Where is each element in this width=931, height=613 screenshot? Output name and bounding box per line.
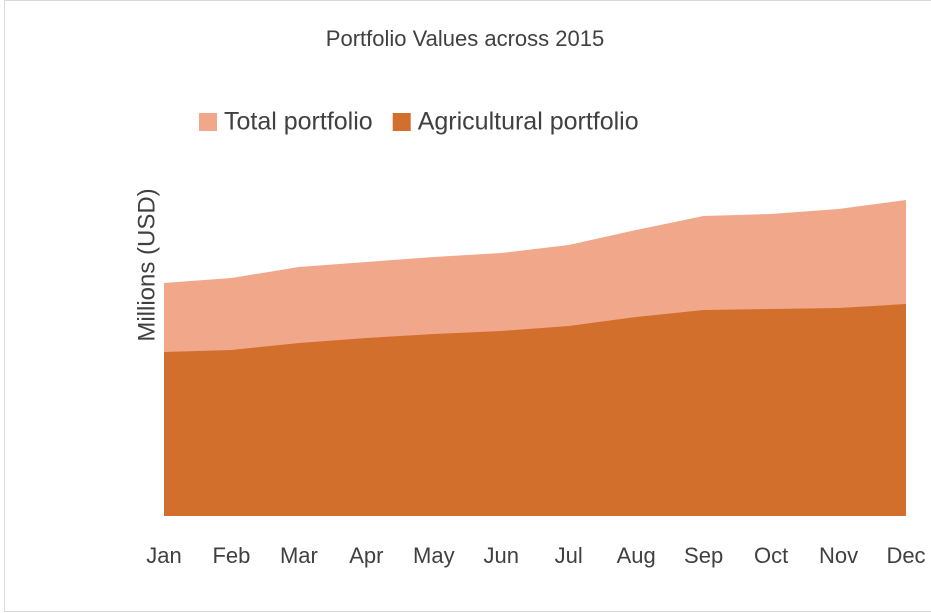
y-axis-label: Millions (USD) [133, 188, 160, 341]
legend-swatch [392, 113, 411, 131]
x-tick-label: Feb [212, 543, 250, 568]
x-tick-label: Jun [484, 543, 519, 568]
chart-title: Portfolio Values across 2015 [326, 26, 604, 51]
x-tick-label: Mar [280, 543, 318, 568]
x-tick-label: Jan [146, 543, 181, 568]
x-tick-label: Dec [886, 543, 925, 568]
x-tick-label: Nov [819, 543, 858, 568]
x-tick-label: Jul [555, 543, 583, 568]
x-tick-label: Aug [617, 543, 656, 568]
legend-label: Total portfolio [224, 108, 373, 136]
legend-swatch [199, 113, 217, 131]
x-tick-label: Oct [754, 543, 788, 568]
x-tick-label: Sep [684, 543, 723, 568]
x-tick-label: May [413, 543, 455, 568]
x-tick-label: Apr [349, 543, 383, 568]
area [164, 304, 906, 516]
legend-label: Agricultural portfolio [418, 108, 639, 136]
